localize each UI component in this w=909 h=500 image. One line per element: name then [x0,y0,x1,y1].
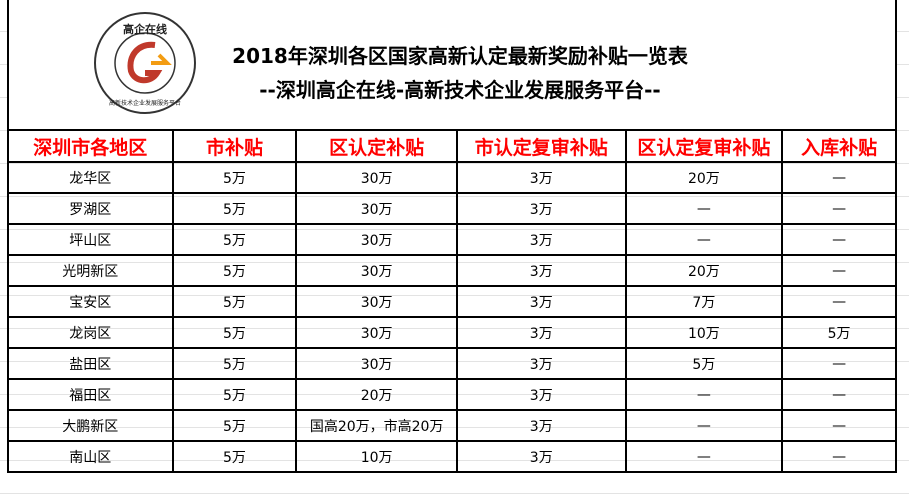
page-subtitle: --深圳高企在线-高新技术企业发展服务平台-- [259,78,661,102]
table-cell: 5万 [171,254,298,287]
table-row: 福田区 5万 20万 3万 — — [7,378,897,411]
table-cell: 3万 [455,440,627,473]
table-cell: 3万 [455,223,627,256]
table-cell: 3万 [455,285,627,318]
table-cell: — [781,254,897,287]
table-cell: 20万 [295,378,458,411]
table-cell: 30万 [295,223,458,256]
table-cell: 30万 [295,161,458,194]
header-row: 深圳市各地区 市补贴 区认定补贴 市认定复审补贴 区认定复审补贴 入库补贴 [7,129,897,163]
table-cell: 5万 [171,285,298,318]
table-cell: 30万 [295,316,458,349]
table-cell: — [781,409,897,442]
table-cell: 3万 [455,161,627,194]
table-cell: 宝安区 [7,285,174,318]
table-cell: 5万 [171,378,298,411]
table-row: 龙华区 5万 30万 3万 20万 — [7,161,897,194]
column-header: 市补贴 [171,129,298,163]
table-row: 大鹏新区 5万 国高20万，市高20万 3万 — — [7,409,897,442]
table-cell: — [624,378,784,411]
subsidy-table: 深圳市各地区 市补贴 区认定补贴 市认定复审补贴 区认定复审补贴 入库补贴 龙华区 5万 30… [7,129,897,473]
table-cell: 大鹏新区 [7,409,174,442]
table-cell: 10万 [295,440,458,473]
table-cell: — [781,378,897,411]
column-header: 区认定复审补贴 [624,129,784,163]
page-title: 2018年深圳各区国家高新认定最新奖励补贴一览表 [232,44,688,68]
table-cell: — [624,223,784,256]
table-cell: — [624,409,784,442]
table-row: 光明新区 5万 30万 3万 20万 — [7,254,897,287]
svg-text:高企在线: 高企在线 [123,22,167,36]
table-cell: 3万 [455,254,627,287]
table-row: 盐田区 5万 30万 3万 5万 — [7,347,897,380]
table-cell: 3万 [455,347,627,380]
table-cell: 福田区 [7,378,174,411]
table-row: 罗湖区 5万 30万 3万 — — [7,192,897,225]
table-cell: 20万 [624,161,784,194]
table-cell: 龙华区 [7,161,174,194]
table-cell: 30万 [295,347,458,380]
table-cell: — [624,440,784,473]
table-cell: 罗湖区 [7,192,174,225]
table-row: 龙岗区 5万 30万 3万 10万 5万 [7,316,897,349]
table-row: 宝安区 5万 30万 3万 7万 — [7,285,897,318]
table-cell: 5万 [624,347,784,380]
table-cell: 10万 [624,316,784,349]
table-cell: — [781,285,897,318]
table-cell: 5万 [171,347,298,380]
table-cell: 3万 [455,192,627,225]
table-cell: 5万 [171,161,298,194]
table-cell: 20万 [624,254,784,287]
table-cell: 3万 [455,316,627,349]
column-header: 深圳市各地区 [7,129,174,163]
table-cell: 30万 [295,192,458,225]
table-cell: — [781,161,897,194]
table-cell: 30万 [295,285,458,318]
table-cell: 国高20万，市高20万 [295,409,458,442]
table-cell: 光明新区 [7,254,174,287]
svg-text:高新技术企业发展服务平台: 高新技术企业发展服务平台 [109,99,181,107]
table-cell: 南山区 [7,440,174,473]
table-cell: 5万 [171,440,298,473]
table-cell: 3万 [455,409,627,442]
table-cell: 5万 [171,409,298,442]
table-cell: 龙岗区 [7,316,174,349]
table-row: 南山区 5万 10万 3万 — — [7,440,897,473]
table-cell: 5万 [171,316,298,349]
table-cell: 坪山区 [7,223,174,256]
table-cell: — [624,192,784,225]
table-row: 坪山区 5万 30万 3万 — — [7,223,897,256]
column-header: 区认定补贴 [295,129,458,163]
table-cell: 5万 [781,316,897,349]
table-cell: — [781,192,897,225]
column-header: 市认定复审补贴 [455,129,627,163]
table-cell: — [781,347,897,380]
table-cell: 5万 [171,223,298,256]
table-cell: 30万 [295,254,458,287]
table-cell: 7万 [624,285,784,318]
table-cell: 5万 [171,192,298,225]
table-cell: — [781,440,897,473]
column-header: 入库补贴 [781,129,897,163]
gaoqi-logo: 高企在线 高新技术企业发展服务平台 [94,12,196,114]
table-cell: 盐田区 [7,347,174,380]
table-cell: 3万 [455,378,627,411]
table-cell: — [781,223,897,256]
